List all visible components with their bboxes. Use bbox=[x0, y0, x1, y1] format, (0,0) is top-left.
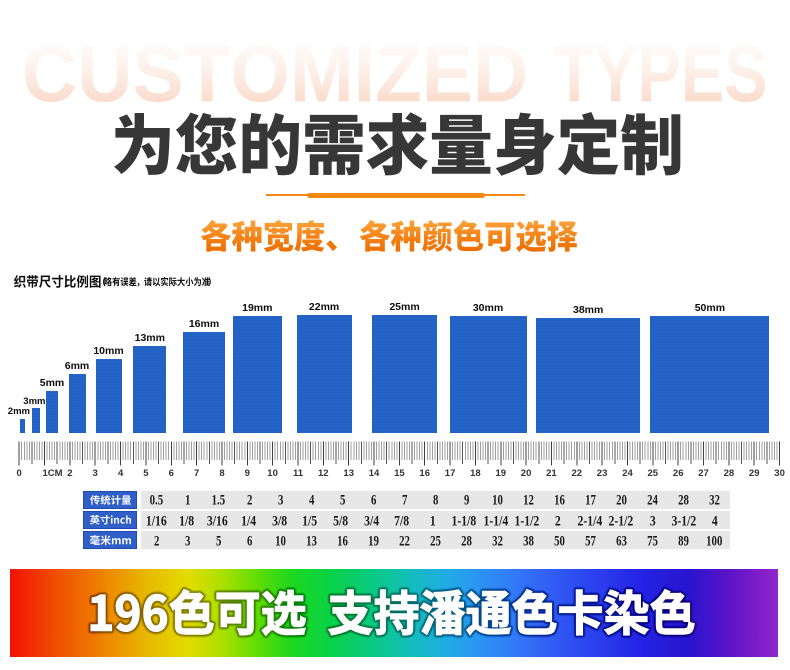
svg-text:24: 24 bbox=[622, 468, 633, 479]
svg-text:13: 13 bbox=[343, 468, 354, 479]
svg-text:21: 21 bbox=[546, 468, 557, 479]
svg-text:11: 11 bbox=[293, 468, 304, 479]
svg-text:7: 7 bbox=[194, 468, 199, 479]
svg-text:26: 26 bbox=[673, 468, 684, 479]
svg-text:1CM: 1CM bbox=[43, 468, 63, 479]
svg-text:5: 5 bbox=[143, 468, 149, 479]
svg-text:9: 9 bbox=[245, 468, 250, 479]
svg-text:29: 29 bbox=[749, 468, 760, 479]
svg-text:22: 22 bbox=[572, 468, 583, 479]
svg-text:17: 17 bbox=[445, 468, 456, 479]
svg-text:25: 25 bbox=[648, 468, 659, 479]
svg-text:12: 12 bbox=[318, 468, 329, 479]
svg-text:28: 28 bbox=[724, 468, 735, 479]
svg-text:4: 4 bbox=[118, 468, 124, 479]
svg-text:18: 18 bbox=[470, 468, 481, 479]
svg-text:3: 3 bbox=[93, 468, 98, 479]
svg-text:8: 8 bbox=[219, 468, 224, 479]
svg-text:16: 16 bbox=[419, 468, 430, 479]
svg-text:20: 20 bbox=[521, 468, 532, 479]
svg-text:15: 15 bbox=[394, 468, 405, 479]
svg-text:10: 10 bbox=[267, 468, 278, 479]
svg-text:6: 6 bbox=[169, 468, 174, 479]
svg-text:27: 27 bbox=[698, 468, 709, 479]
svg-text:14: 14 bbox=[369, 468, 380, 479]
svg-text:19: 19 bbox=[496, 468, 507, 479]
svg-text:2: 2 bbox=[67, 468, 72, 479]
svg-text:30: 30 bbox=[774, 468, 785, 479]
svg-text:23: 23 bbox=[597, 468, 608, 479]
svg-text:0: 0 bbox=[17, 468, 22, 479]
